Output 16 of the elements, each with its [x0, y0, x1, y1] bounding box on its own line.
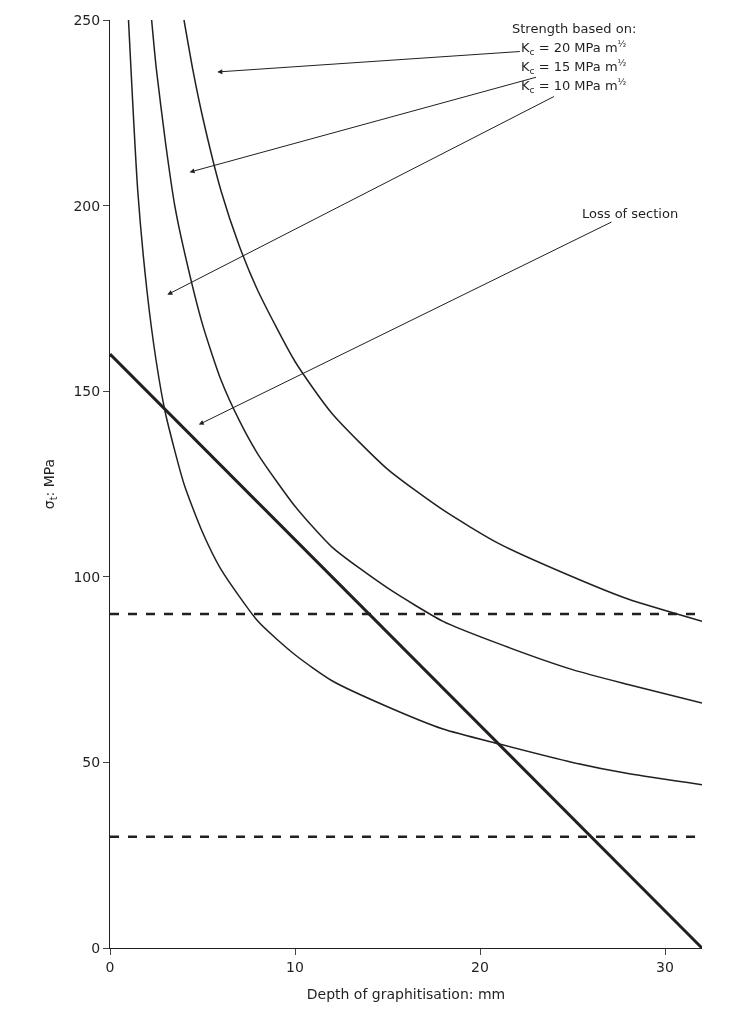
x-axis-title: Depth of graphitisation: mm [306, 986, 506, 1003]
annotation: K$_{c}$ = 15 MPa m$^{½}$ [521, 58, 627, 77]
x-tick-label: 10 [286, 958, 304, 975]
annotation: K$_{c}$ = 10 MPa m$^{½}$ [521, 77, 627, 96]
y-tick-label: 0 [91, 939, 101, 956]
x-tick-label: 0 [105, 958, 115, 975]
y-tick-label: 150 [73, 383, 101, 400]
annotation: Strength based on: [512, 21, 637, 36]
annotation: K$_{c}$ = 20 MPa m$^{½}$ [521, 39, 627, 58]
x-tick-label: 30 [656, 958, 674, 975]
x-tick-label: 20 [471, 958, 489, 975]
y-tick-label: 200 [73, 197, 101, 214]
y-tick-label: 50 [82, 754, 101, 771]
y-tick-label: 250 [73, 11, 101, 28]
annotation: Loss of section [582, 206, 679, 221]
y-tick-label: 100 [73, 568, 101, 585]
